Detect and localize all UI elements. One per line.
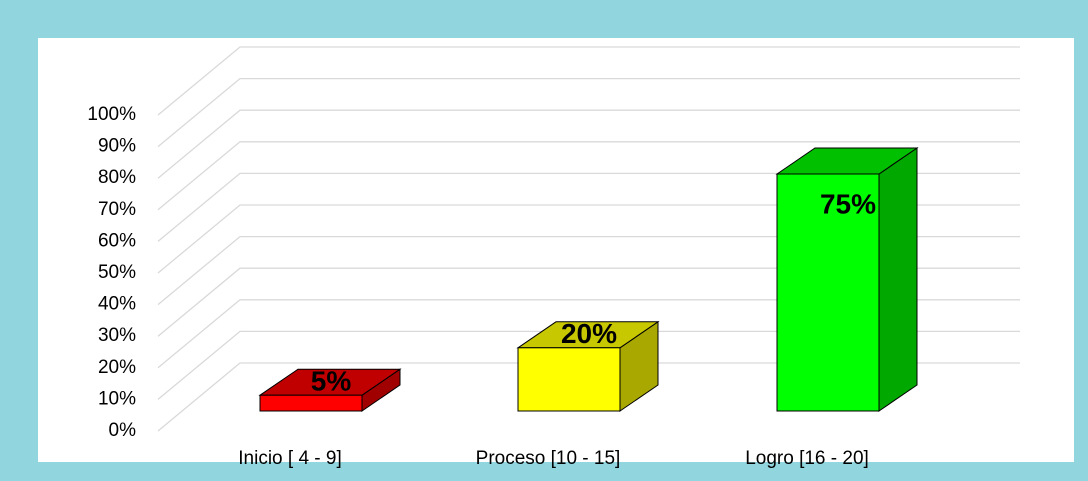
data-label: 75% [820, 188, 876, 219]
bar [776, 173, 880, 412]
x-tick-label: Logro [16 - 20] [745, 448, 869, 469]
grid-line [157, 267, 1020, 337]
y-tick-label: 30% [98, 325, 136, 346]
grid-line [157, 330, 1020, 400]
grid-line [157, 235, 1020, 306]
y-tick-label: 0% [109, 420, 137, 441]
data-label: 5% [311, 366, 352, 397]
data-label: 20% [561, 318, 617, 349]
bar-side [878, 147, 918, 412]
bar [259, 394, 363, 412]
y-tick-label: 70% [98, 199, 136, 220]
grid-line [157, 299, 1020, 369]
grid-line [157, 362, 1020, 432]
y-tick-label: 80% [98, 167, 136, 188]
bar [517, 347, 621, 412]
grid-line [157, 172, 1020, 242]
y-tick-label: 10% [98, 388, 136, 409]
grid-line [157, 46, 1020, 116]
y-tick-label: 100% [87, 104, 136, 125]
y-tick-label: 60% [98, 230, 136, 251]
y-tick-label: 90% [98, 136, 136, 157]
x-tick-label: Inicio [ 4 - 9] [238, 448, 342, 469]
grid-line [157, 141, 1020, 211]
y-tick-label: 50% [98, 262, 136, 283]
y-tick-label: 40% [98, 294, 136, 315]
x-tick-label: Proceso [10 - 15] [476, 448, 621, 469]
y-tick-label: 20% [98, 357, 136, 378]
grid-line [157, 204, 1020, 274]
grid-line [157, 77, 1020, 148]
grid-line [157, 109, 1020, 179]
